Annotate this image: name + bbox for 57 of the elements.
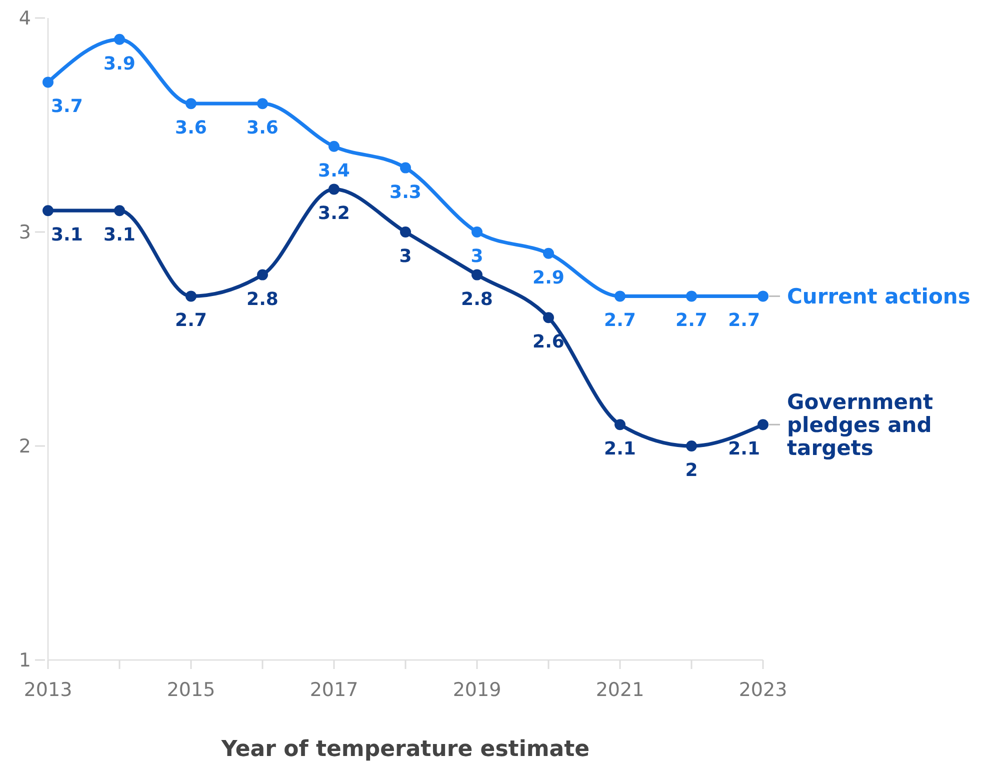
data-label: 3.6 bbox=[175, 118, 207, 139]
point bbox=[186, 98, 196, 110]
data-label: 3 bbox=[470, 246, 484, 267]
point bbox=[114, 205, 125, 216]
data-label: 3.3 bbox=[390, 182, 422, 203]
point bbox=[328, 140, 340, 152]
point bbox=[686, 440, 697, 452]
x-tick-label: 2021 bbox=[596, 679, 644, 701]
data-label: 2.1 bbox=[604, 438, 636, 460]
series-label: Current actions bbox=[787, 284, 970, 309]
series-label: Government pledges and targets bbox=[787, 390, 934, 460]
data-label: 2.1 bbox=[728, 438, 760, 460]
data-label: 3.7 bbox=[51, 96, 83, 118]
point bbox=[400, 226, 411, 238]
x-tick-label: 2023 bbox=[738, 679, 788, 701]
point bbox=[114, 34, 125, 45]
data-label: 3.6 bbox=[246, 118, 278, 139]
point bbox=[686, 290, 697, 302]
data-label: 2.8 bbox=[246, 288, 278, 310]
point bbox=[42, 205, 54, 216]
y-tick-label: 2 bbox=[18, 436, 31, 458]
point bbox=[543, 248, 554, 259]
data-label: 2.7 bbox=[175, 310, 207, 332]
x-tick-label: 2015 bbox=[166, 679, 216, 701]
data-label: 2.9 bbox=[532, 267, 564, 288]
point bbox=[614, 290, 626, 302]
data-label: 3.9 bbox=[104, 53, 136, 74]
data-label: 3 bbox=[399, 246, 412, 267]
data-label: 2.7 bbox=[604, 310, 636, 332]
data-label: 3.2 bbox=[318, 203, 350, 224]
y-tick-label: 3 bbox=[18, 222, 31, 244]
data-label: 3.4 bbox=[318, 160, 350, 182]
y-tick-label: 1 bbox=[18, 650, 31, 672]
point bbox=[186, 290, 196, 302]
x-tick-label: 2013 bbox=[24, 679, 72, 701]
data-label: 2 bbox=[685, 460, 698, 481]
y-tick-label: 4 bbox=[18, 8, 31, 30]
point bbox=[400, 162, 411, 174]
point bbox=[257, 98, 268, 110]
data-label: 2.8 bbox=[461, 288, 493, 310]
x-tick-label: 2019 bbox=[452, 679, 502, 701]
data-label: 2.7 bbox=[676, 310, 708, 332]
point bbox=[758, 290, 768, 302]
point bbox=[472, 269, 482, 280]
x-axis-title: Year of temperature estimate bbox=[220, 737, 590, 762]
point bbox=[614, 419, 626, 430]
data-label: 3.1 bbox=[51, 224, 83, 246]
data-label: 3.1 bbox=[104, 224, 136, 246]
x-tick-label: 2017 bbox=[310, 679, 358, 701]
data-label: 2.6 bbox=[532, 332, 564, 353]
point bbox=[758, 419, 768, 430]
point bbox=[42, 76, 54, 88]
point bbox=[257, 269, 268, 280]
point bbox=[328, 184, 340, 195]
point bbox=[472, 226, 482, 238]
data-label: 2.7 bbox=[728, 310, 760, 332]
point bbox=[543, 312, 554, 324]
